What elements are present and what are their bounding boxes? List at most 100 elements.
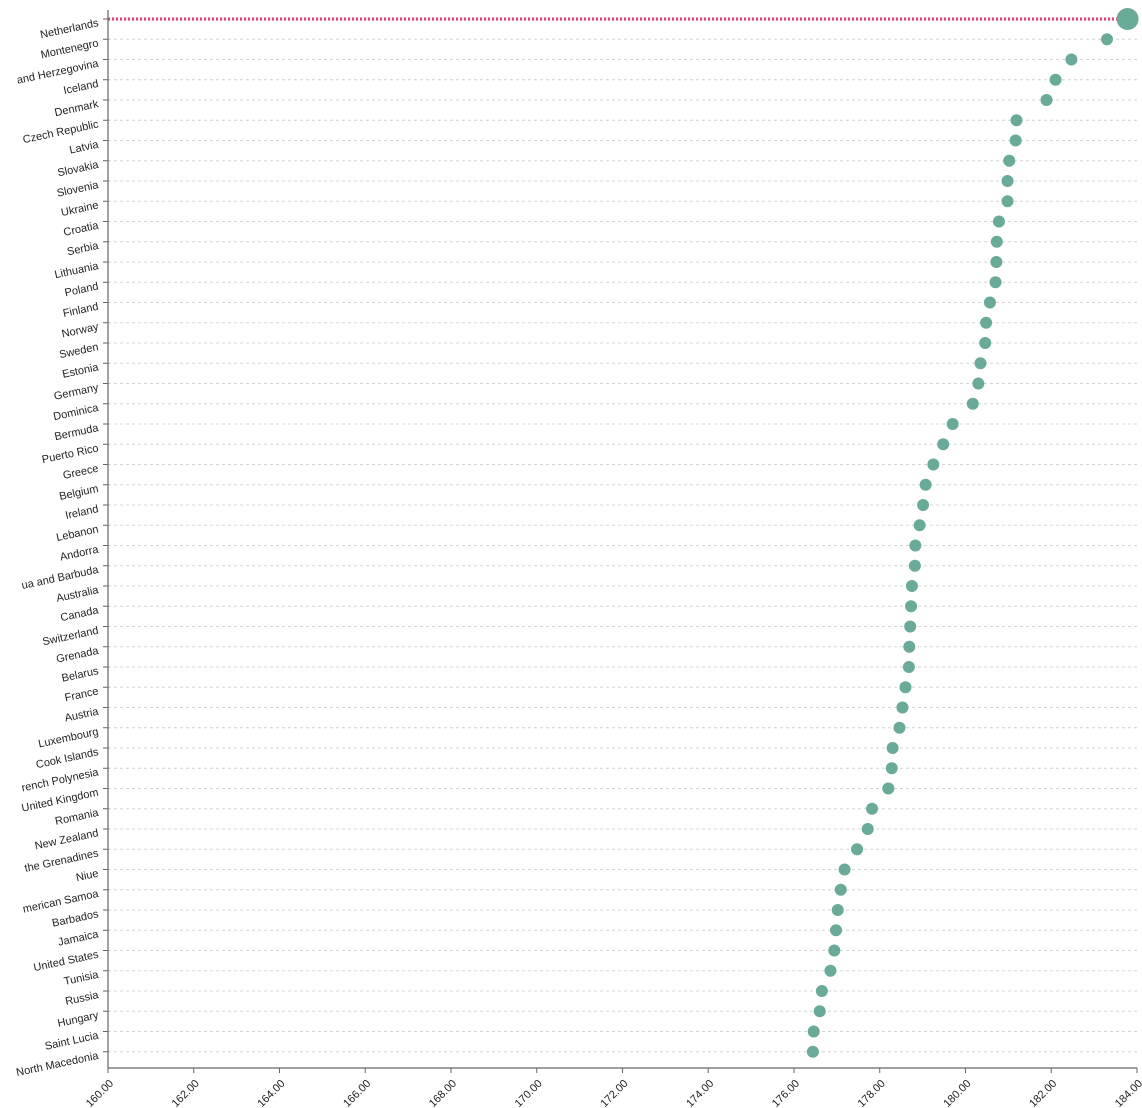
data-point [882, 782, 895, 795]
data-point [893, 721, 906, 734]
data-point [905, 600, 918, 613]
data-point [831, 904, 844, 916]
data-point [899, 681, 912, 694]
data-point [909, 539, 922, 552]
data-point [834, 883, 847, 896]
data-point [980, 316, 993, 329]
x-axis-ticks: 160.00 162.00 164.00 166.00 168.00 170.00 172.… [84, 1068, 1142, 1108]
data-point [990, 256, 1003, 268]
data-point [983, 296, 996, 309]
data-point [992, 215, 1005, 228]
data-point [919, 478, 932, 491]
data-point [908, 559, 921, 572]
y-tick-label: Grenada [55, 645, 100, 666]
y-tick-label: North Macedonia [15, 1050, 100, 1079]
y-tick-label: Niue [75, 868, 100, 884]
data-point [979, 337, 992, 349]
data-point [946, 418, 959, 430]
y-tick-label: Iceland [62, 78, 99, 97]
y-tick-label: Greece [62, 463, 100, 482]
y-tick-label: Andorra [59, 544, 101, 564]
data-point [990, 235, 1003, 248]
x-tick-label: 184.00 [1113, 1078, 1142, 1108]
x-tick-label: 168.00 [427, 1078, 459, 1108]
x-tick-label: 176.00 [770, 1078, 802, 1108]
x-tick-label: 160.00 [84, 1078, 116, 1108]
data-point [966, 397, 979, 410]
data-point [1001, 195, 1014, 208]
data-point [1065, 53, 1078, 66]
y-tick-label: Netherlands [39, 17, 100, 41]
data-point [813, 1005, 826, 1018]
y-tick-label: Slovakia [56, 159, 100, 180]
data-point [904, 620, 917, 633]
y-tick-label: Norway [61, 321, 100, 341]
data-point [972, 377, 985, 390]
y-tick-label: Barbados [51, 908, 100, 930]
data-point [824, 964, 837, 977]
data-points [806, 8, 1139, 1058]
data-point [989, 276, 1002, 289]
x-tick-label: 166.00 [341, 1078, 373, 1108]
x-tick-label: 162.00 [170, 1078, 202, 1108]
data-point [815, 985, 828, 997]
y-tick-label: Lebanon [55, 523, 99, 544]
axes [107, 10, 1137, 1069]
data-point [913, 519, 926, 532]
y-tick-label: Canada [59, 604, 100, 624]
y-tick-label: Dominica [52, 402, 100, 423]
grid-lines [108, 18, 1137, 1053]
y-tick-label: Montenegro [40, 37, 100, 61]
data-point [905, 580, 918, 592]
data-point [896, 701, 909, 714]
data-point [1010, 114, 1023, 127]
data-point [885, 762, 898, 775]
highlight-point [1116, 8, 1139, 30]
y-tick-label: Belarus [61, 665, 100, 685]
x-tick-label: 174.00 [684, 1078, 716, 1108]
data-point [1001, 175, 1014, 187]
data-point [903, 640, 916, 653]
y-tick-label: Australia [55, 584, 100, 605]
data-point [927, 458, 940, 471]
y-tick-label: Croatia [62, 220, 100, 239]
x-tick-label: 170.00 [513, 1078, 545, 1108]
y-tick-label: Lithuania [53, 260, 100, 281]
data-point [1100, 33, 1113, 46]
y-tick-label: Belgium [58, 483, 99, 503]
y-tick-label: Finland [62, 301, 100, 320]
data-point [806, 1045, 819, 1058]
y-tick-label: Puerto Rico [41, 442, 100, 466]
data-point [917, 499, 930, 511]
data-point [807, 1025, 820, 1038]
x-tick-label: 178.00 [856, 1078, 888, 1108]
data-point [851, 843, 864, 856]
y-tick-label: Tunisia [63, 969, 101, 988]
y-tick-label: Switzerland [42, 625, 100, 649]
y-tick-label: Denmark [53, 98, 100, 119]
y-tick-label: Hungary [56, 1009, 100, 1029]
y-tick-label: Austria [64, 706, 101, 725]
data-point [828, 944, 841, 957]
y-tick-label: Russia [64, 989, 100, 1008]
data-point [830, 924, 843, 937]
data-point [1009, 134, 1022, 147]
y-tick-label: Jamaica [57, 928, 100, 948]
data-point [1040, 94, 1053, 106]
y-tick-label: Slovenia [56, 179, 101, 200]
data-point [937, 438, 950, 451]
y-tick-label: Latvia [68, 139, 100, 157]
data-point [1049, 73, 1062, 86]
data-point [1003, 154, 1016, 167]
data-point [886, 742, 899, 754]
y-tick-label: Estonia [61, 361, 100, 381]
x-tick-label: 180.00 [941, 1078, 973, 1108]
y-tick-label: Bermuda [53, 422, 100, 443]
y-tick-label: Ireland [64, 503, 99, 522]
y-tick-label: Germany [53, 382, 100, 403]
data-point [838, 863, 851, 876]
data-point [902, 661, 915, 673]
x-tick-label: 164.00 [255, 1078, 287, 1108]
